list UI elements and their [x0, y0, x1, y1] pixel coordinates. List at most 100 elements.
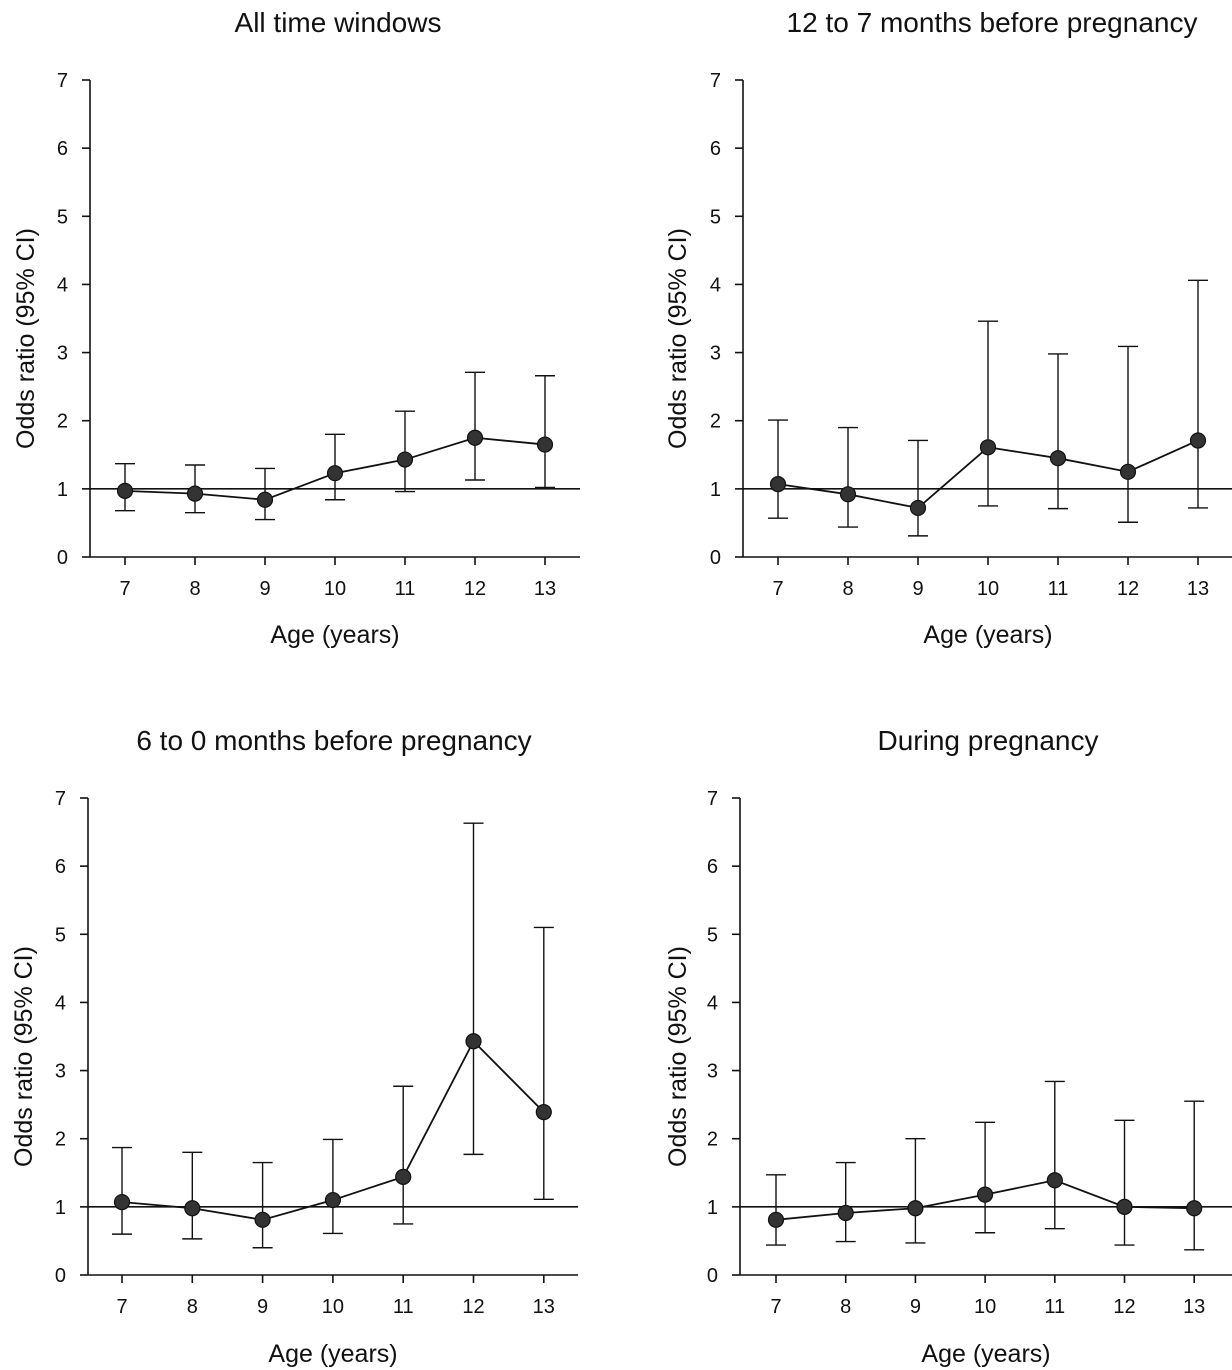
y-tick-label: 0 — [57, 547, 68, 569]
x-tick-label: 7 — [772, 578, 783, 600]
x-tick-label: 11 — [395, 578, 416, 600]
y-tick-label: 2 — [55, 1129, 66, 1151]
x-tick-label: 13 — [1187, 578, 1209, 600]
x-tick-label: 13 — [533, 1296, 555, 1318]
data-point — [184, 1200, 201, 1217]
x-axis-label: Age (years) — [270, 621, 399, 649]
data-point — [839, 486, 857, 503]
x-tick-label: 12 — [462, 1296, 484, 1318]
y-tick-label: 6 — [55, 856, 66, 878]
x-tick-label: 10 — [974, 1296, 996, 1318]
data-point — [1189, 432, 1207, 449]
y-tick-label: 3 — [57, 343, 68, 365]
data-point — [326, 465, 344, 482]
x-tick-label: 7 — [119, 578, 130, 600]
x-tick-label: 9 — [912, 578, 923, 600]
y-tick-label: 2 — [57, 411, 68, 433]
x-tick-label: 7 — [770, 1296, 781, 1318]
x-tick-label: 8 — [842, 578, 853, 600]
x-tick-label: 9 — [910, 1296, 921, 1318]
data-point — [324, 1191, 341, 1209]
x-tick-label: 10 — [324, 578, 346, 600]
y-tick-label: 1 — [57, 479, 68, 501]
data-point — [979, 439, 997, 456]
y-tick-label: 7 — [707, 788, 718, 810]
y-tick-label: 4 — [55, 992, 66, 1014]
data-point — [837, 1204, 854, 1222]
data-point — [396, 451, 414, 468]
y-axis-label: Odds ratio (95% CI) — [12, 228, 40, 449]
x-tick-label: 8 — [840, 1296, 851, 1318]
y-tick-label: 5 — [707, 924, 718, 946]
y-tick-label: 1 — [710, 479, 721, 501]
y-tick-label: 7 — [55, 788, 66, 810]
y-axis-label: Odds ratio (95% CI) — [10, 946, 38, 1167]
data-point — [1049, 450, 1067, 467]
data-point — [769, 475, 787, 493]
x-tick-label: 11 — [1048, 578, 1069, 600]
x-tick-label: 13 — [1183, 1296, 1205, 1318]
x-tick-label: 10 — [322, 1296, 344, 1318]
x-axis-label: Age (years) — [921, 1340, 1050, 1368]
x-tick-label: 10 — [977, 578, 999, 600]
y-tick-label: 6 — [707, 856, 718, 878]
chart-title: 6 to 0 months before pregnancy — [136, 725, 531, 756]
y-tick-label: 7 — [57, 70, 68, 92]
panel-12-to-7-months: 12 to 7 months before pregnancy 0 1 2 3 4 5 6 7 7… — [664, 7, 1232, 649]
data-point — [536, 436, 554, 453]
x-axis-label: Age (years) — [268, 1340, 397, 1368]
y-axis-label: Odds ratio (95% CI) — [664, 228, 692, 449]
data-point — [395, 1168, 412, 1185]
x-tick-label: 12 — [464, 578, 486, 600]
y-tick-label: 0 — [55, 1265, 66, 1287]
y-tick-label: 1 — [707, 1197, 718, 1219]
y-tick-label: 4 — [57, 274, 68, 296]
x-tick-label: 7 — [116, 1296, 127, 1318]
data-point — [976, 1186, 994, 1203]
data-point — [465, 1033, 482, 1050]
y-tick-label: 5 — [55, 924, 66, 946]
x-tick-label: 11 — [393, 1296, 414, 1318]
data-point — [113, 1193, 131, 1211]
x-axis-label: Age (years) — [923, 621, 1052, 649]
data-point — [1046, 1172, 1063, 1189]
y-tick-label: 3 — [55, 1061, 66, 1083]
y-tick-label: 4 — [707, 992, 718, 1014]
y-tick-label: 0 — [707, 1265, 718, 1287]
y-tick-label: 2 — [707, 1129, 718, 1151]
y-tick-label: 4 — [710, 274, 721, 296]
y-tick-label: 2 — [710, 411, 721, 433]
data-point — [256, 491, 274, 508]
y-tick-label: 3 — [707, 1061, 718, 1083]
x-tick-label: 8 — [187, 1296, 198, 1318]
y-tick-label: 0 — [710, 547, 721, 569]
y-tick-label: 5 — [710, 206, 721, 228]
x-tick-label: 13 — [534, 578, 556, 600]
y-tick-label: 6 — [710, 138, 721, 160]
data-point — [186, 485, 204, 502]
chart-title: During pregnancy — [877, 725, 1098, 756]
x-tick-label: 8 — [189, 578, 200, 600]
y-tick-label: 3 — [710, 343, 721, 365]
chart-title: 12 to 7 months before pregnancy — [787, 7, 1198, 38]
y-axis-label: Odds ratio (95% CI) — [664, 946, 692, 1167]
data-point — [466, 429, 484, 446]
y-tick-label: 1 — [55, 1197, 66, 1219]
data-point — [1116, 1198, 1133, 1215]
data-point — [254, 1211, 271, 1228]
x-tick-label: 12 — [1113, 1296, 1135, 1318]
chart-title: All time windows — [235, 7, 442, 38]
x-tick-label: 9 — [257, 1296, 268, 1318]
y-tick-label: 6 — [57, 138, 68, 160]
y-tick-label: 7 — [710, 70, 721, 92]
y-tick-label: 5 — [57, 206, 68, 228]
data-point — [1186, 1200, 1203, 1217]
data-point — [116, 482, 134, 500]
data-point — [1119, 463, 1137, 480]
data-point — [767, 1211, 785, 1228]
x-tick-label: 11 — [1044, 1296, 1065, 1318]
